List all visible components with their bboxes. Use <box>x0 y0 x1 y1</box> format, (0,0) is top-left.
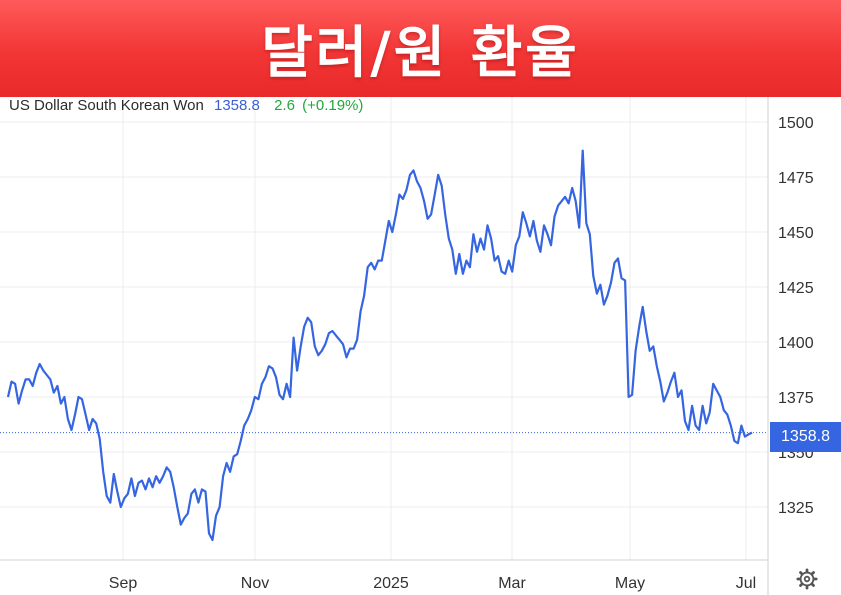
ticker-name: US Dollar South Korean Won <box>9 97 204 114</box>
ticker-change: 2.6 <box>274 97 295 114</box>
x-tick-label: May <box>615 575 645 592</box>
ticker-header: US Dollar South Korean Won 1358.8 2.6 (+… <box>9 97 363 114</box>
ticker-price: 1358.8 <box>214 97 260 114</box>
x-tick-label: Mar <box>498 575 526 592</box>
y-tick-label: 1475 <box>778 170 814 187</box>
y-tick-label: 1425 <box>778 280 814 297</box>
last-price-tag: 1358.8 <box>770 422 841 452</box>
title-banner: 달러/원 환율 <box>0 0 841 97</box>
ticker-change-pct: (+0.19%) <box>302 97 364 114</box>
y-tick-label: 1375 <box>778 390 814 407</box>
banner-title: 달러/원 환율 <box>261 21 580 86</box>
y-tick-label: 1450 <box>778 225 814 242</box>
gear-icon[interactable] <box>796 568 818 590</box>
y-tick-label: 1400 <box>778 335 814 352</box>
x-tick-label: Jul <box>736 575 756 592</box>
y-tick-label: 1325 <box>778 500 814 517</box>
x-tick-label: Nov <box>241 575 269 592</box>
x-tick-label: 2025 <box>373 575 409 592</box>
y-tick-label: 1500 <box>778 115 814 132</box>
x-tick-label: Sep <box>109 575 138 592</box>
series-line <box>6 149 753 542</box>
